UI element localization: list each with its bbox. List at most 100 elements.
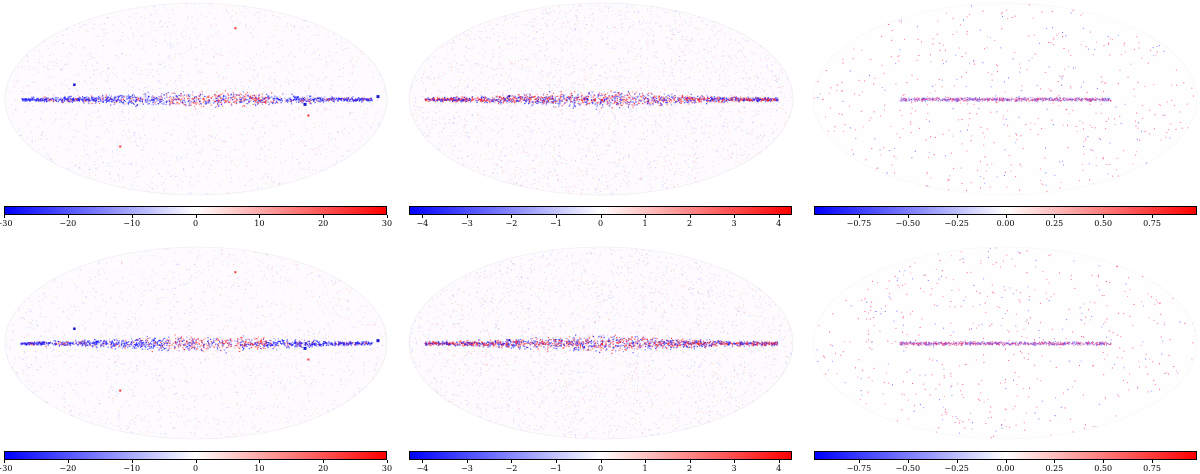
colorbar-tick xyxy=(387,215,388,218)
colorbar-tick-label: 0 xyxy=(193,219,198,228)
colorbar-ticks: −0.75 −0.50 −0.25 0.00 0.25 0.50 0.75 xyxy=(814,460,1197,474)
colorbar-tick xyxy=(1103,215,1105,218)
colorbar xyxy=(4,451,387,460)
colorbar-tick xyxy=(1005,460,1007,463)
colorbar-tick xyxy=(466,215,468,218)
sky-ellipse xyxy=(812,2,1198,196)
mollweide-map xyxy=(4,246,388,440)
colorbar-tick-label: −4 xyxy=(416,219,428,228)
colorbar-tick-label: −30 xyxy=(0,464,12,473)
colorbar-tick xyxy=(1152,215,1154,218)
colorbar-tick xyxy=(4,215,5,218)
mollweide-map xyxy=(408,246,794,440)
colorbar-tick xyxy=(422,460,424,463)
mollweide-map xyxy=(812,246,1198,440)
colorbar-tick-label: −2 xyxy=(506,219,518,228)
colorbar-tick xyxy=(67,215,69,218)
colorbar-tick-label: 3 xyxy=(732,219,737,228)
colorbar-tick xyxy=(511,215,513,218)
colorbar-tick xyxy=(1005,215,1007,218)
colorbar-tick xyxy=(323,460,325,463)
colorbar-tick-label: 4 xyxy=(776,219,781,228)
colorbar-tick xyxy=(555,215,557,218)
colorbar-tick-label: −4 xyxy=(416,464,428,473)
colorbar-tick-label: −1 xyxy=(550,219,562,228)
colorbar-tick xyxy=(956,460,958,463)
colorbar-tick xyxy=(259,215,261,218)
colorbar-tick-label: 1 xyxy=(642,464,647,473)
colorbar-tick xyxy=(907,460,909,463)
colorbar-ticks: −4 −3 −2 −1 0 1 2 3 4 xyxy=(409,215,792,229)
colorbar-tick-label: −2 xyxy=(506,464,518,473)
colorbar-tick xyxy=(600,460,602,463)
colorbar-tick xyxy=(1103,460,1105,463)
colorbar-tick-label: −0.75 xyxy=(847,464,872,473)
colorbar-tick-label: −10 xyxy=(123,219,140,228)
colorbar-tick xyxy=(131,460,133,463)
colorbar-tick xyxy=(778,460,780,463)
colorbar-tick xyxy=(1054,215,1056,218)
colorbar xyxy=(814,206,1197,215)
colorbar-ticks: −30 −20 −10 0 10 20 30 xyxy=(0,215,392,229)
colorbar-tick-label: −0.50 xyxy=(896,464,921,473)
colorbar-tick xyxy=(600,215,602,218)
colorbar-tick-label: 3 xyxy=(732,464,737,473)
colorbar-tick xyxy=(858,460,860,463)
colorbar-tick xyxy=(195,460,197,463)
colorbar-tick-label: −20 xyxy=(59,219,76,228)
colorbar-tick-label: −3 xyxy=(461,464,473,473)
colorbar-tick-label: −0.75 xyxy=(847,219,872,228)
colorbar-tick xyxy=(734,460,736,463)
colorbar-tick xyxy=(956,215,958,218)
sky-pixels xyxy=(816,247,1196,438)
colorbar-tick-label: 0 xyxy=(193,464,198,473)
colorbar-tick-label: 0.00 xyxy=(997,219,1015,228)
colorbar-tick xyxy=(323,215,325,218)
colorbar-tick-label: 0.50 xyxy=(1094,464,1112,473)
colorbar-tick-label: 0.75 xyxy=(1143,219,1161,228)
colorbar-tick xyxy=(1054,460,1056,463)
colorbar-tick xyxy=(511,460,513,463)
colorbar-tick xyxy=(67,460,69,463)
colorbar-tick-label: 10 xyxy=(254,464,264,473)
colorbar-tick xyxy=(555,460,557,463)
colorbar-tick-label: −20 xyxy=(59,464,76,473)
colorbar-tick xyxy=(195,215,197,218)
colorbar-tick-label: 0.75 xyxy=(1143,464,1161,473)
colorbar-tick xyxy=(1152,460,1154,463)
colorbar-tick-label: −10 xyxy=(123,464,140,473)
colorbar-tick-label: 20 xyxy=(318,464,328,473)
colorbar-tick xyxy=(858,215,860,218)
colorbar-tick-label: 0 xyxy=(598,219,603,228)
colorbar-tick-label: 1 xyxy=(642,219,647,228)
colorbar-tick xyxy=(689,215,691,218)
sky-ellipse xyxy=(4,2,388,196)
sky-pixels xyxy=(409,247,793,439)
colorbar-tick-label: 0.00 xyxy=(997,464,1015,473)
colorbar-tick-label: 10 xyxy=(254,219,264,228)
colorbar-tick xyxy=(778,215,780,218)
colorbar-tick-label: 2 xyxy=(687,464,692,473)
colorbar-tick-label: 2 xyxy=(687,219,692,228)
mollweide-map xyxy=(812,2,1198,196)
colorbar-ticks: −4 −3 −2 −1 0 1 2 3 4 xyxy=(409,460,792,474)
sky-pixels xyxy=(6,247,387,439)
colorbar-tick xyxy=(387,460,388,463)
colorbar-tick xyxy=(907,215,909,218)
colorbar xyxy=(409,206,792,215)
colorbar-tick-label: −0.25 xyxy=(944,219,969,228)
colorbar-tick-label: −1 xyxy=(550,464,562,473)
mollweide-map xyxy=(4,2,388,196)
mollweide-map xyxy=(408,2,794,196)
colorbar-tick-label: 0 xyxy=(598,464,603,473)
colorbar xyxy=(814,451,1197,460)
colorbar-tick xyxy=(131,215,133,218)
colorbar-ticks: −0.75 −0.50 −0.25 0.00 0.25 0.50 0.75 xyxy=(814,215,1197,229)
colorbar-ticks: −30 −20 −10 0 10 20 30 xyxy=(0,460,392,474)
colorbar xyxy=(409,451,792,460)
colorbar-tick-label: 30 xyxy=(382,464,392,473)
colorbar-tick xyxy=(466,460,468,463)
sky-pixels xyxy=(814,4,1195,192)
sky-pixels xyxy=(410,3,793,195)
colorbar-tick-label: 4 xyxy=(776,464,781,473)
